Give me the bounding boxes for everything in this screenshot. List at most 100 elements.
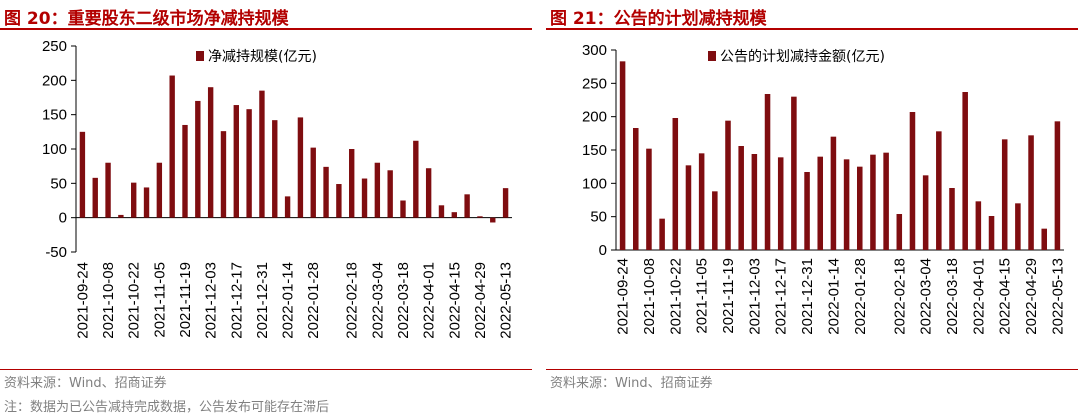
y-tick-label: 150 xyxy=(582,142,607,159)
bar xyxy=(272,120,278,218)
bar xyxy=(182,124,188,218)
bar xyxy=(387,170,393,218)
bar xyxy=(246,109,252,218)
x-tick-label: 2021-10-08 xyxy=(100,262,117,339)
x-tick-label: 2022-05-13 xyxy=(498,262,515,339)
y-tick-label: 200 xyxy=(42,72,67,89)
x-tick-label: 2021-09-24 xyxy=(615,258,632,335)
x-tick-label: 2022-03-18 xyxy=(395,262,412,339)
y-tick-label: 100 xyxy=(42,141,67,158)
x-tick-label: 2022-01-14 xyxy=(825,258,842,335)
y-tick-label: 250 xyxy=(42,38,67,55)
x-tick-label: 2021-09-24 xyxy=(74,262,91,339)
bar xyxy=(777,157,784,250)
bar-chart-planned-reduction: 0 50 100 150 200 250 300 2021-09-24 2021-10-08 20… xyxy=(582,42,1066,335)
bar xyxy=(490,217,496,223)
y-tick-label: 300 xyxy=(582,42,607,59)
bar xyxy=(323,166,329,218)
chart-panel-net-reduction: 图 20：重要股东二级市场净减持规模 -50 0 50 100 150 200 250 202… xyxy=(0,0,532,391)
x-tick-label: 2021-11-19 xyxy=(720,258,737,334)
bar xyxy=(751,154,758,250)
source-note: 资料来源：Wind、招商证券 xyxy=(4,376,167,391)
bar xyxy=(962,92,968,250)
x-tick-label: 2022-04-01 xyxy=(421,262,438,339)
bar xyxy=(233,105,239,218)
bar xyxy=(169,75,175,218)
bar xyxy=(685,165,692,250)
bar xyxy=(284,196,291,218)
bar-chart-net-reduction: -50 0 50 100 150 200 250 2021-09-24 2021-10-08 20… xyxy=(42,38,515,339)
x-tick-label: 2021-12-31 xyxy=(799,258,816,335)
bar xyxy=(988,216,995,250)
bar xyxy=(725,120,731,251)
bar xyxy=(336,184,342,218)
x-tick-label: 2021-12-17 xyxy=(773,258,790,335)
bar xyxy=(672,118,679,250)
x-tick-label: 2021-10-22 xyxy=(126,262,143,339)
bar xyxy=(646,148,652,250)
bar xyxy=(349,149,355,218)
bar xyxy=(1028,135,1034,250)
bar xyxy=(817,156,824,250)
bar xyxy=(804,172,810,250)
bar xyxy=(297,117,304,218)
bar xyxy=(259,90,265,218)
y-tick-label: 250 xyxy=(582,75,607,92)
y-tick-label: 50 xyxy=(590,209,607,226)
bar xyxy=(361,178,368,218)
bar xyxy=(464,194,470,218)
x-tick-label: 2021-10-22 xyxy=(667,258,684,335)
bar xyxy=(896,214,903,250)
x-tick-label: 2022-01-28 xyxy=(852,258,869,335)
y-tick-label: 0 xyxy=(599,242,607,259)
legend-label: 公告的计划减持金额(亿元) xyxy=(720,49,885,65)
bar xyxy=(502,188,509,218)
bar xyxy=(830,136,837,250)
x-tick-label: 2022-03-04 xyxy=(369,262,386,339)
bar xyxy=(374,162,381,218)
bar xyxy=(922,175,929,250)
bar xyxy=(143,187,150,218)
source-note: 资料来源：Wind、招商证券 xyxy=(550,376,713,391)
bar xyxy=(870,154,876,250)
footnote: 注：数据为已公告减持完成数据，公告发布可能存在滞后 xyxy=(4,400,330,415)
x-tick-label: 2022-03-04 xyxy=(918,258,935,335)
x-tick-label: 2021-12-03 xyxy=(203,262,220,339)
x-tick-label: 2022-02-18 xyxy=(891,258,908,335)
bar xyxy=(698,153,705,250)
y-tick-label: -50 xyxy=(45,244,67,261)
y-tick-label: 100 xyxy=(582,175,607,192)
bar xyxy=(413,140,419,218)
x-tick-label: 2022-02-18 xyxy=(344,262,361,339)
bar xyxy=(156,162,163,218)
source-divider xyxy=(546,369,1078,370)
title-divider xyxy=(546,28,1078,30)
x-tick-label: 2022-03-18 xyxy=(944,258,961,335)
x-tick-label: 2022-04-01 xyxy=(970,258,987,335)
bar xyxy=(438,205,445,218)
x-tick-label: 2022-01-28 xyxy=(305,262,322,339)
legend-label: 净减持规模(亿元) xyxy=(208,49,317,65)
x-tick-label: 2021-12-03 xyxy=(746,258,763,335)
chart-title: 图 21：公告的计划减持规模 xyxy=(550,9,767,29)
source-divider xyxy=(0,369,532,370)
x-tick-label: 2021-12-17 xyxy=(228,262,245,339)
bar xyxy=(425,168,432,218)
y-tick-label: 150 xyxy=(42,107,67,124)
bar xyxy=(451,212,457,218)
bar xyxy=(477,216,483,218)
x-tick-label: 2022-04-15 xyxy=(997,258,1014,335)
chart-panel-planned-reduction: 图 21：公告的计划减持规模 0 50 100 150 200 250 300 2021-09… xyxy=(546,0,1078,391)
legend-swatch xyxy=(708,51,716,61)
bar xyxy=(131,182,137,218)
bar xyxy=(310,147,316,218)
bar xyxy=(1001,139,1008,250)
x-tick-label: 2022-04-15 xyxy=(446,262,463,339)
bar xyxy=(619,61,626,251)
y-tick-label: 200 xyxy=(582,109,607,126)
bar xyxy=(856,166,863,250)
title-divider xyxy=(0,28,532,30)
x-tick-label: 2021-11-05 xyxy=(694,258,711,334)
x-tick-label: 2022-04-29 xyxy=(1023,258,1040,335)
bar xyxy=(936,131,942,250)
